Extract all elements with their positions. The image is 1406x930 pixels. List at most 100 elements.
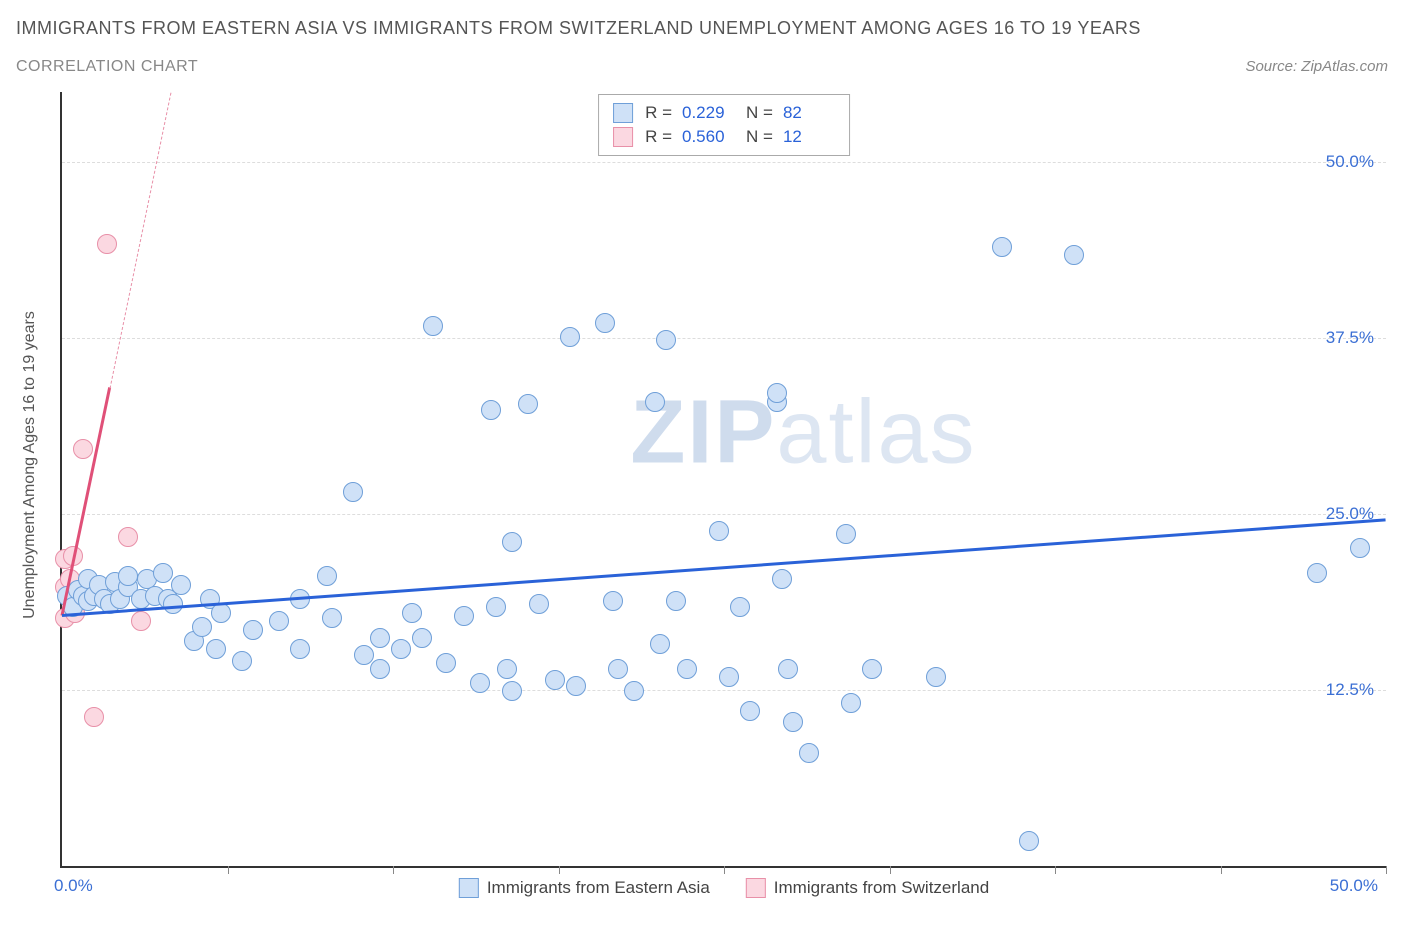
data-point-series-a [730, 597, 750, 617]
data-point-series-a [926, 667, 946, 687]
series-legend: Immigrants from Eastern Asia Immigrants … [459, 878, 989, 898]
r-label: R = [645, 103, 672, 123]
r-value-b: 0.560 [682, 127, 734, 147]
r-label: R = [645, 127, 672, 147]
data-point-series-a [767, 383, 787, 403]
data-point-series-a [608, 659, 628, 679]
data-point-series-a [412, 628, 432, 648]
data-point-series-a [1064, 245, 1084, 265]
x-tick-min: 0.0% [54, 876, 93, 896]
data-point-series-a [624, 681, 644, 701]
data-point-series-a [481, 400, 501, 420]
data-point-series-a [566, 676, 586, 696]
x-tick [1221, 866, 1222, 874]
gridline [62, 338, 1386, 339]
data-point-series-a [192, 617, 212, 637]
y-tick-label: 37.5% [1326, 328, 1374, 348]
data-point-series-a [650, 634, 670, 654]
data-point-series-a [486, 597, 506, 617]
data-point-series-a [317, 566, 337, 586]
gridline [62, 514, 1386, 515]
data-point-series-a [778, 659, 798, 679]
x-tick [1386, 866, 1387, 874]
data-point-series-a [677, 659, 697, 679]
data-point-series-a [545, 670, 565, 690]
data-point-series-a [862, 659, 882, 679]
data-point-series-a [1019, 831, 1039, 851]
legend-item-b: Immigrants from Switzerland [746, 878, 989, 898]
data-point-series-b [73, 439, 93, 459]
data-point-series-b [118, 527, 138, 547]
data-point-series-a [992, 237, 1012, 257]
data-point-series-a [502, 532, 522, 552]
correlation-legend: R = 0.229 N = 82 R = 0.560 N = 12 [598, 94, 850, 156]
y-tick-label: 50.0% [1326, 152, 1374, 172]
data-point-series-a [232, 651, 252, 671]
chart-subtitle: CORRELATION CHART [16, 58, 198, 76]
gridline [62, 162, 1386, 163]
swatch-series-b [613, 127, 633, 147]
swatch-series-a [459, 878, 479, 898]
legend-row-series-a: R = 0.229 N = 82 [613, 101, 835, 125]
data-point-series-a [772, 569, 792, 589]
data-point-series-a [171, 575, 191, 595]
n-label: N = [746, 103, 773, 123]
data-point-series-a [799, 743, 819, 763]
x-tick [724, 866, 725, 874]
r-value-a: 0.229 [682, 103, 734, 123]
data-point-series-a [595, 313, 615, 333]
n-label: N = [746, 127, 773, 147]
y-axis-label: Unemployment Among Ages 16 to 19 years [21, 311, 39, 619]
data-point-series-a [656, 330, 676, 350]
chart-title: IMMIGRANTS FROM EASTERN ASIA VS IMMIGRAN… [16, 18, 1141, 39]
legend-label-a: Immigrants from Eastern Asia [487, 878, 710, 898]
data-point-series-a [709, 521, 729, 541]
data-point-series-a [402, 603, 422, 623]
swatch-series-a [613, 103, 633, 123]
legend-label-b: Immigrants from Switzerland [774, 878, 989, 898]
y-tick-label: 12.5% [1326, 680, 1374, 700]
data-point-series-a [666, 591, 686, 611]
data-point-series-a [497, 659, 517, 679]
data-point-series-a [423, 316, 443, 336]
legend-row-series-b: R = 0.560 N = 12 [613, 125, 835, 149]
n-value-a: 82 [783, 103, 835, 123]
data-point-series-b [97, 234, 117, 254]
x-tick [228, 866, 229, 874]
data-point-series-a [560, 327, 580, 347]
watermark: ZIPatlas [630, 381, 976, 484]
data-point-series-a [783, 712, 803, 732]
data-point-series-a [322, 608, 342, 628]
gridline [62, 690, 1386, 691]
data-point-series-a [436, 653, 456, 673]
data-point-series-a [243, 620, 263, 640]
n-value-b: 12 [783, 127, 835, 147]
data-point-series-a [343, 482, 363, 502]
legend-item-a: Immigrants from Eastern Asia [459, 878, 710, 898]
data-point-series-a [290, 639, 310, 659]
data-point-series-a [1350, 538, 1370, 558]
data-point-series-a [645, 392, 665, 412]
data-point-series-a [518, 394, 538, 414]
data-point-series-a [454, 606, 474, 626]
x-tick-max: 50.0% [1330, 876, 1378, 896]
data-point-series-b [84, 707, 104, 727]
watermark-light: atlas [776, 382, 976, 482]
data-point-series-a [836, 524, 856, 544]
scatter-chart: ZIPatlas R = 0.229 N = 82 R = 0.560 N = … [60, 92, 1386, 868]
x-tick [559, 866, 560, 874]
data-point-series-a [502, 681, 522, 701]
data-point-series-a [206, 639, 226, 659]
data-point-series-a [740, 701, 760, 721]
data-point-series-a [719, 667, 739, 687]
x-tick [393, 866, 394, 874]
data-point-series-b [131, 611, 151, 631]
data-point-series-a [1307, 563, 1327, 583]
data-point-series-a [391, 639, 411, 659]
x-tick [890, 866, 891, 874]
data-point-series-a [163, 594, 183, 614]
data-point-series-a [118, 566, 138, 586]
data-point-series-a [603, 591, 623, 611]
source-label: Source: ZipAtlas.com [1245, 58, 1388, 75]
data-point-series-a [470, 673, 490, 693]
